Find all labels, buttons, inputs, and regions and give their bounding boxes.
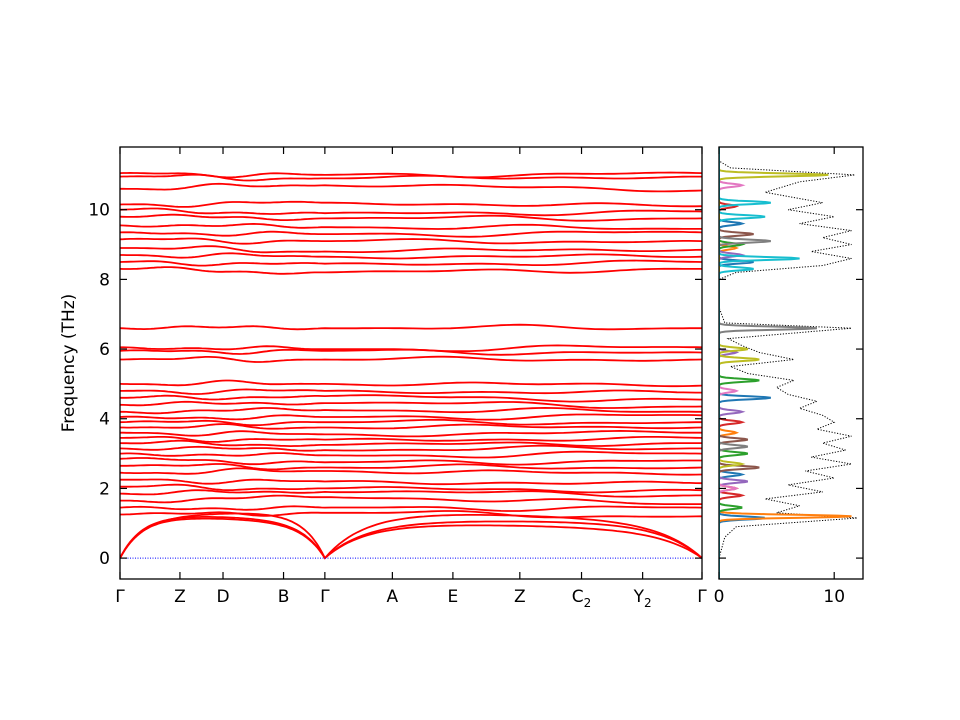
band-line [120,444,702,452]
path-label: Γ [320,587,330,607]
y-tick-label: 8 [99,270,110,290]
band-line [120,171,702,179]
band-line [120,483,702,494]
band-line [120,379,702,388]
path-label: D [216,587,229,607]
band-line [120,429,702,438]
band-line [120,494,702,505]
y-tick-label: 6 [99,340,110,360]
band-line [120,413,702,421]
projected-dos-line [719,147,829,579]
band-line [120,388,702,395]
band-plot-frame [119,146,703,580]
dos-x-tick-label: 0 [714,587,725,607]
band-line [120,230,702,238]
path-label: Γ [697,587,707,607]
path-label: B [278,587,290,607]
y-tick-label: 10 [88,201,110,221]
dos-plot-frame [718,146,864,580]
band-line [120,394,702,403]
band-line [120,400,702,409]
acoustic-band-line [120,512,702,560]
path-label: Z [514,587,526,607]
band-line [120,207,702,217]
band-line [120,344,702,353]
path-label-subscript: 2 [584,596,592,610]
band-line [120,436,702,443]
path-label: A [387,587,399,607]
band-line [120,213,702,222]
phonon-dos-panel: 0 10 [714,146,864,607]
path-label: Γ [115,587,125,607]
y-tick-label: 2 [99,479,110,499]
band-line [120,259,702,267]
band-line [120,173,702,182]
band-line [120,222,702,230]
band-line [120,245,702,254]
band-line [120,439,702,448]
band-line [120,323,702,331]
band-line [120,418,702,427]
band-line [120,355,702,363]
band-line [120,450,702,459]
band-line [120,182,702,193]
band-line [120,237,702,245]
dos-x-tick-label: 10 [823,587,845,607]
path-label-subscript: 2 [644,596,652,610]
band-line [120,348,702,356]
band-line [120,478,702,486]
y-tick-label: 4 [99,410,110,430]
band-line [120,467,702,476]
y-axis-label: Frequency (THz) [59,294,79,433]
band-line [120,457,702,466]
band-line [120,200,702,208]
band-line [120,406,702,415]
band-line [120,489,702,498]
band-line [120,423,702,430]
band-y-ticks: 0 2 4 6 8 10 [88,201,702,569]
y-tick-label: 0 [99,549,110,569]
band-line [120,505,702,512]
band-lines [120,171,702,560]
path-label: E [448,587,459,607]
band-line [120,266,702,275]
dos-ticks: 0 10 [714,147,863,607]
band-line [120,463,702,471]
band-line [120,510,702,519]
path-label: Z [174,587,186,607]
projected-dos-line [719,147,760,579]
projected-dos-line [719,147,800,579]
band-line [120,252,702,260]
